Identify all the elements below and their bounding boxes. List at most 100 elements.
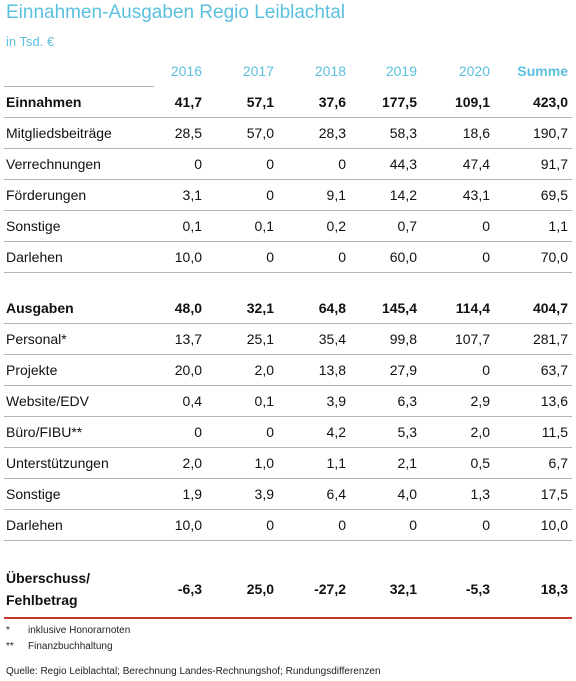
- sum-cell: 281,7: [490, 323, 572, 355]
- row-label: Darlehen: [4, 241, 154, 273]
- value-cell: 13,7: [154, 323, 202, 355]
- value-cell: 5,3: [346, 416, 417, 448]
- value-cell: 18,6: [417, 117, 490, 149]
- sum-cell: 91,7: [490, 148, 572, 180]
- source-note: Quelle: Regio Leiblachtal; Berechnung La…: [6, 666, 381, 677]
- sum-cell: 63,7: [490, 354, 572, 386]
- footnote: ** Finanzbuchhaltung: [6, 641, 113, 652]
- value-cell: 9,1: [274, 179, 346, 211]
- table-row: Darlehen 10,0 0 0 0 0 10,0: [4, 509, 572, 541]
- sum-cell: 11,5: [490, 416, 572, 448]
- value-cell: 1,9: [154, 478, 202, 510]
- value-cell: 10,0: [154, 241, 202, 273]
- value-cell: 177,5: [346, 86, 417, 118]
- value-cell: 0,2: [274, 210, 346, 242]
- row-label: Förderungen: [4, 179, 154, 211]
- value-cell: 57,0: [202, 117, 274, 149]
- col-header: 2017: [242, 63, 274, 80]
- sum-cell: 70,0: [490, 241, 572, 273]
- table-row: Darlehen 10,0 0 0 60,0 0 70,0: [4, 241, 572, 273]
- unit-subtitle: in Tsd. €: [6, 34, 55, 49]
- value-cell: 0,7: [346, 210, 417, 242]
- row-label: Unterstützungen: [4, 447, 154, 479]
- footnote-mark: *: [6, 625, 10, 636]
- value-cell: 3,9: [274, 385, 346, 417]
- col-header: 2019: [385, 63, 417, 80]
- col-header: 2016: [170, 63, 202, 80]
- footnote-text: inklusive Honorarnoten: [28, 625, 131, 636]
- row-label: Website/EDV: [4, 385, 154, 417]
- row-label: Ausgaben: [4, 293, 154, 324]
- sum-cell: 1,1: [490, 210, 572, 242]
- value-cell: 37,6: [274, 86, 346, 118]
- footnote-mark: **: [6, 641, 14, 652]
- table-row: Sonstige 1,9 3,9 6,4 4,0 1,3 17,5: [4, 478, 572, 510]
- finance-table: 2016 2017 2018 2019 2020 Summe Einnahmen…: [4, 56, 572, 619]
- value-cell: 0: [202, 416, 274, 448]
- sum-cell: 190,7: [490, 117, 572, 149]
- sum-cell: 17,5: [490, 478, 572, 510]
- col-header: 2018: [314, 63, 346, 80]
- value-cell: 27,9: [346, 354, 417, 386]
- value-cell: 0: [202, 509, 274, 541]
- value-cell: 32,1: [346, 561, 417, 619]
- table-row: Förderungen 3,1 0 9,1 14,2 43,1 69,5: [4, 179, 572, 211]
- value-cell: 114,4: [417, 293, 490, 324]
- value-cell: 0: [274, 241, 346, 273]
- value-cell: 14,2: [346, 179, 417, 211]
- value-cell: 6,4: [274, 478, 346, 510]
- row-label: Büro/FIBU**: [4, 416, 154, 448]
- value-cell: 43,1: [417, 179, 490, 211]
- value-cell: 0: [202, 241, 274, 273]
- value-cell: 99,8: [346, 323, 417, 355]
- row-label: Mitgliedsbeiträge: [4, 117, 154, 149]
- value-cell: 2,0: [154, 447, 202, 479]
- value-cell: 35,4: [274, 323, 346, 355]
- value-cell: 13,8: [274, 354, 346, 386]
- col-header-summe: Summe: [517, 63, 568, 80]
- value-cell: 6,3: [346, 385, 417, 417]
- footnote: * inklusive Honorarnoten: [6, 625, 130, 636]
- table-row: Personal* 13,7 25,1 35,4 99,8 107,7 281,7: [4, 323, 572, 355]
- value-cell: -5,3: [417, 561, 490, 619]
- result-label-line1: Überschuss/: [6, 570, 91, 586]
- row-label: Einnahmen: [4, 86, 154, 118]
- sum-cell: 404,7: [490, 293, 572, 324]
- header-row: 2016 2017 2018 2019 2020 Summe: [4, 56, 572, 87]
- table-row: Verrechnungen 0 0 0 44,3 47,4 91,7: [4, 148, 572, 180]
- value-cell: 25,0: [202, 561, 274, 619]
- result-label-line2: Fehlbetrag: [6, 592, 78, 608]
- value-cell: 0: [417, 354, 490, 386]
- value-cell: 0: [154, 148, 202, 180]
- value-cell: 2,0: [417, 416, 490, 448]
- value-cell: 145,4: [346, 293, 417, 324]
- table-row: Projekte 20,0 2,0 13,8 27,9 0 63,7: [4, 354, 572, 386]
- value-cell: 48,0: [154, 293, 202, 324]
- value-cell: 1,1: [274, 447, 346, 479]
- value-cell: 20,0: [154, 354, 202, 386]
- value-cell: 0: [417, 210, 490, 242]
- value-cell: 64,8: [274, 293, 346, 324]
- result-row: Überschuss/Fehlbetrag -6,3 25,0 -27,2 32,1 -5…: [4, 561, 572, 619]
- row-label: Personal*: [4, 323, 154, 355]
- value-cell: 28,3: [274, 117, 346, 149]
- col-header: 2020: [458, 63, 490, 80]
- table-row: Unterstützungen 2,0 1,0 1,1 2,1 0,5 6,7: [4, 447, 572, 479]
- value-cell: 2,0: [202, 354, 274, 386]
- value-cell: 0,4: [154, 385, 202, 417]
- sum-cell: 13,6: [490, 385, 572, 417]
- sum-cell: 6,7: [490, 447, 572, 479]
- value-cell: 0: [417, 241, 490, 273]
- value-cell: 57,1: [202, 86, 274, 118]
- value-cell: 2,1: [346, 447, 417, 479]
- footnote-text: Finanzbuchhaltung: [28, 641, 113, 652]
- value-cell: 44,3: [346, 148, 417, 180]
- value-cell: 41,7: [154, 86, 202, 118]
- row-label: Sonstige: [4, 210, 154, 242]
- value-cell: 4,0: [346, 478, 417, 510]
- section-total-row: Ausgaben 48,0 32,1 64,8 145,4 114,4 404,7: [4, 293, 572, 324]
- result-label: Überschuss/Fehlbetrag: [4, 561, 154, 619]
- value-cell: 1,3: [417, 478, 490, 510]
- row-label: Verrechnungen: [4, 148, 154, 180]
- value-cell: 0: [154, 416, 202, 448]
